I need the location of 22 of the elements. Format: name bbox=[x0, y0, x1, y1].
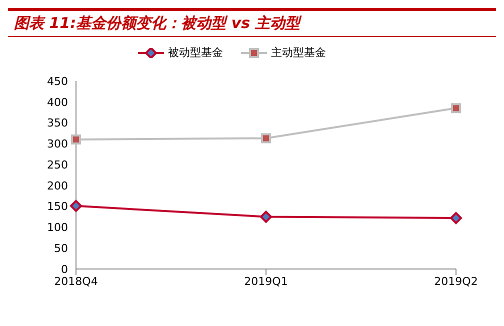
y-tick-label: 300 bbox=[47, 138, 68, 151]
point bbox=[70, 200, 82, 212]
legend-label: 被动型基金 bbox=[168, 45, 223, 60]
chart-title: 图表 11:基金份额变化：被动型 vs 主动型 bbox=[8, 8, 496, 37]
y-tick-label: 50 bbox=[54, 242, 68, 256]
y-tick-label: 200 bbox=[47, 179, 68, 192]
y-tick-label: 400 bbox=[47, 96, 68, 109]
x-tick-label: 2019Q1 bbox=[244, 274, 288, 288]
legend-label: 主动型基金 bbox=[271, 45, 326, 60]
y-tick-label: 450 bbox=[47, 74, 68, 88]
y-tick-label: 350 bbox=[47, 116, 68, 130]
point bbox=[71, 134, 81, 144]
y-tick-label: 100 bbox=[47, 221, 68, 234]
x-tick-label: 2018Q4 bbox=[54, 274, 98, 288]
x-tick-label: 2019Q2 bbox=[434, 274, 478, 288]
point bbox=[260, 210, 272, 223]
y-tick-label: 250 bbox=[47, 158, 68, 172]
point bbox=[261, 133, 271, 144]
y-tick-label: 0 bbox=[61, 262, 68, 276]
point bbox=[451, 103, 461, 114]
y-tick-label: 150 bbox=[47, 200, 68, 214]
point bbox=[450, 212, 462, 224]
